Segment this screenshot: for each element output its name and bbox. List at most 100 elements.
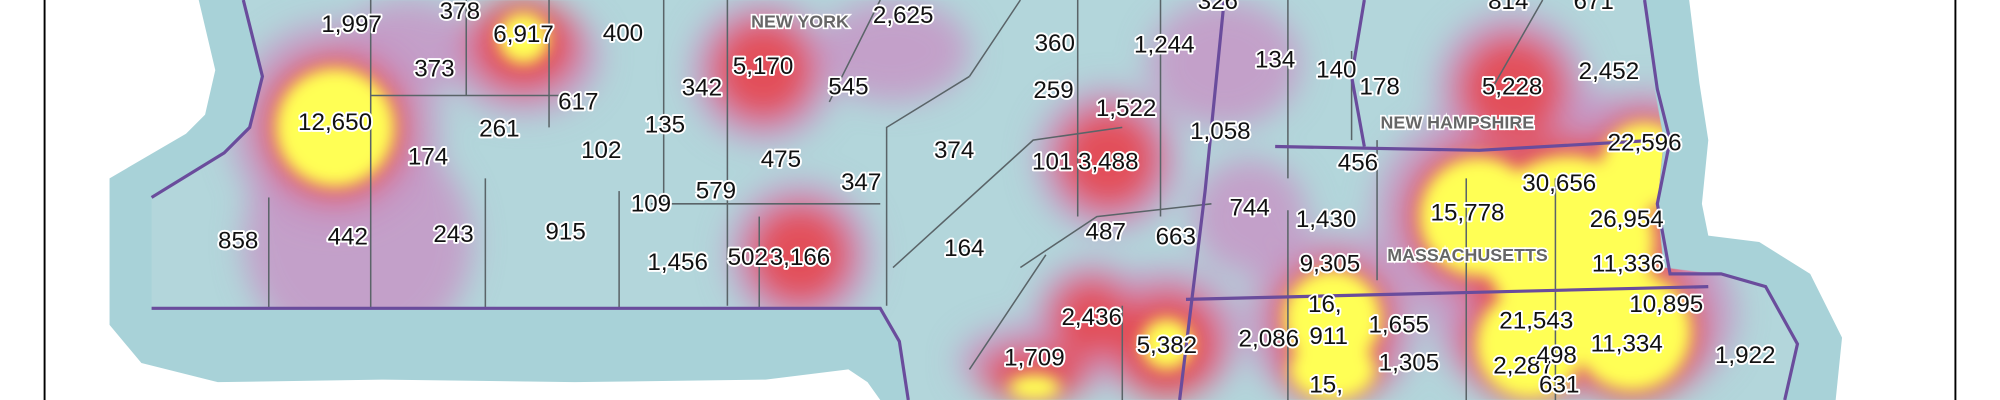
heat-mid: [749, 203, 851, 306]
county-value-label: 1,244: [1134, 31, 1195, 58]
county-value-label: 2,452: [1579, 58, 1640, 85]
county-value-label: 30,656: [1522, 170, 1596, 197]
county-value-label: 378: [440, 0, 480, 25]
county-value-label: 326: [1198, 0, 1238, 15]
county-value-label: 16,: [1308, 291, 1342, 318]
heat-halo: [816, 0, 970, 102]
heat-mid: [1057, 108, 1160, 211]
county-value-label: 10,895: [1629, 291, 1703, 318]
county-value-label: 744: [1230, 194, 1270, 221]
county-value-label: 178: [1359, 73, 1399, 100]
county-value-label: 2,086: [1239, 326, 1300, 353]
county-value-label: 259: [1033, 77, 1073, 104]
county-value-label: 6,917: [493, 21, 554, 48]
county-value-label: 135: [645, 112, 685, 139]
county-value-label: 243: [433, 221, 473, 248]
county-value-label: 2,287: [1493, 352, 1554, 379]
county-value-label: 1,305: [1379, 350, 1440, 377]
county-value-label: 663: [1156, 224, 1196, 251]
county-value-label: 579: [696, 178, 736, 205]
state-border: [1643, 0, 1800, 400]
county-value-label: 498: [1537, 342, 1577, 369]
heat-high: [1141, 318, 1193, 370]
state-border: [150, 0, 265, 199]
county-value-label: 134: [1255, 47, 1295, 74]
county-value-label: 26,954: [1590, 206, 1664, 233]
county-value-label: 1,709: [1004, 345, 1065, 372]
county-value-label: 261: [479, 115, 519, 142]
state-border: [151, 306, 910, 400]
county-value-label: 11,334: [1591, 331, 1663, 358]
county-value-label: 3,488: [1078, 148, 1139, 175]
county-value-label: 1,922: [1715, 342, 1776, 369]
county-value-label: 102: [581, 137, 621, 164]
county-value-label: 15,778: [1431, 199, 1505, 226]
heat-mid: [712, 19, 814, 121]
county-border: [968, 0, 1022, 77]
county-value-label: 109: [631, 190, 671, 217]
heat-halo: [1192, 159, 1308, 274]
county-value-label: 1,655: [1368, 312, 1429, 339]
county-value-label: 3,166: [770, 244, 831, 271]
county-value-label: 814: [1488, 0, 1528, 15]
county-value-label: 11,336: [1592, 250, 1664, 277]
state-border: [1185, 285, 1709, 301]
county-border: [968, 254, 1047, 370]
state-border: [1178, 0, 1226, 400]
state-border: [1275, 138, 1658, 152]
value-labels: 1,997 378 6,917 400 2,625 326 814 671 373 5,170 34…: [216, 0, 1777, 400]
county-value-label: 2,625: [873, 2, 934, 29]
county-value-label: 174: [408, 143, 448, 170]
county-value-label: 915: [545, 219, 585, 246]
county-borders: [150, 0, 1800, 400]
county-value-label: 360: [1035, 30, 1075, 57]
heat-high: [1008, 374, 1060, 400]
heat-high: [1572, 271, 1692, 391]
county-value-label: 373: [414, 55, 454, 82]
county-border: [892, 126, 1123, 269]
county-value-label: 164: [944, 235, 984, 262]
county-value-label: 9,305: [1300, 250, 1361, 277]
county-value-label: 21,543: [1499, 308, 1573, 335]
heat-layer: [229, 0, 1737, 400]
state-label: NEW YORK: [751, 12, 849, 32]
county-value-label: 617: [558, 89, 598, 116]
county-value-label: 1,522: [1096, 95, 1157, 122]
county-value-label: 5,382: [1137, 332, 1198, 359]
county-value-label: 5,228: [1482, 73, 1543, 100]
state-label: NEW HAMPSHIRE: [1381, 112, 1535, 132]
state-border: [1349, 0, 1366, 147]
county-border: [1491, 0, 1544, 90]
county-value-label: 442: [328, 224, 368, 251]
county-value-label: 545: [828, 73, 868, 100]
heat-high: [1289, 338, 1376, 400]
county-border: [828, 0, 881, 103]
heat-high: [1419, 157, 1539, 277]
county-value-label: 12,650: [298, 109, 372, 136]
county-value-label: 502: [728, 244, 768, 271]
county-value-label: 2,436: [1061, 304, 1122, 331]
heat-high: [498, 12, 550, 64]
county-value-label: 140: [1316, 57, 1356, 84]
county-value-label: 347: [841, 169, 881, 196]
county-value-label: 911: [1309, 323, 1348, 350]
county-value-label: 631: [1539, 371, 1579, 398]
county-value-label: 487: [1086, 219, 1126, 246]
heat-halo: [1147, 0, 1301, 128]
county-value-label: 101: [1032, 148, 1072, 175]
county-value-label: 1,997: [321, 11, 382, 38]
county-value-label: 475: [761, 146, 801, 173]
county-value-label: 15,: [1309, 371, 1343, 398]
county-border: [1019, 203, 1212, 269]
heat-mid: [980, 346, 1088, 400]
county-value-label: 22,596: [1608, 129, 1682, 156]
county-border: [885, 75, 970, 306]
heat-mid: [1051, 278, 1132, 359]
county-value-label: 1,456: [647, 249, 708, 276]
heat-high: [275, 67, 395, 187]
county-value-label: 374: [934, 137, 974, 164]
county-value-label: 5,170: [733, 53, 794, 80]
county-value-label: 1,058: [1190, 118, 1251, 145]
county-value-label: 400: [603, 20, 643, 47]
